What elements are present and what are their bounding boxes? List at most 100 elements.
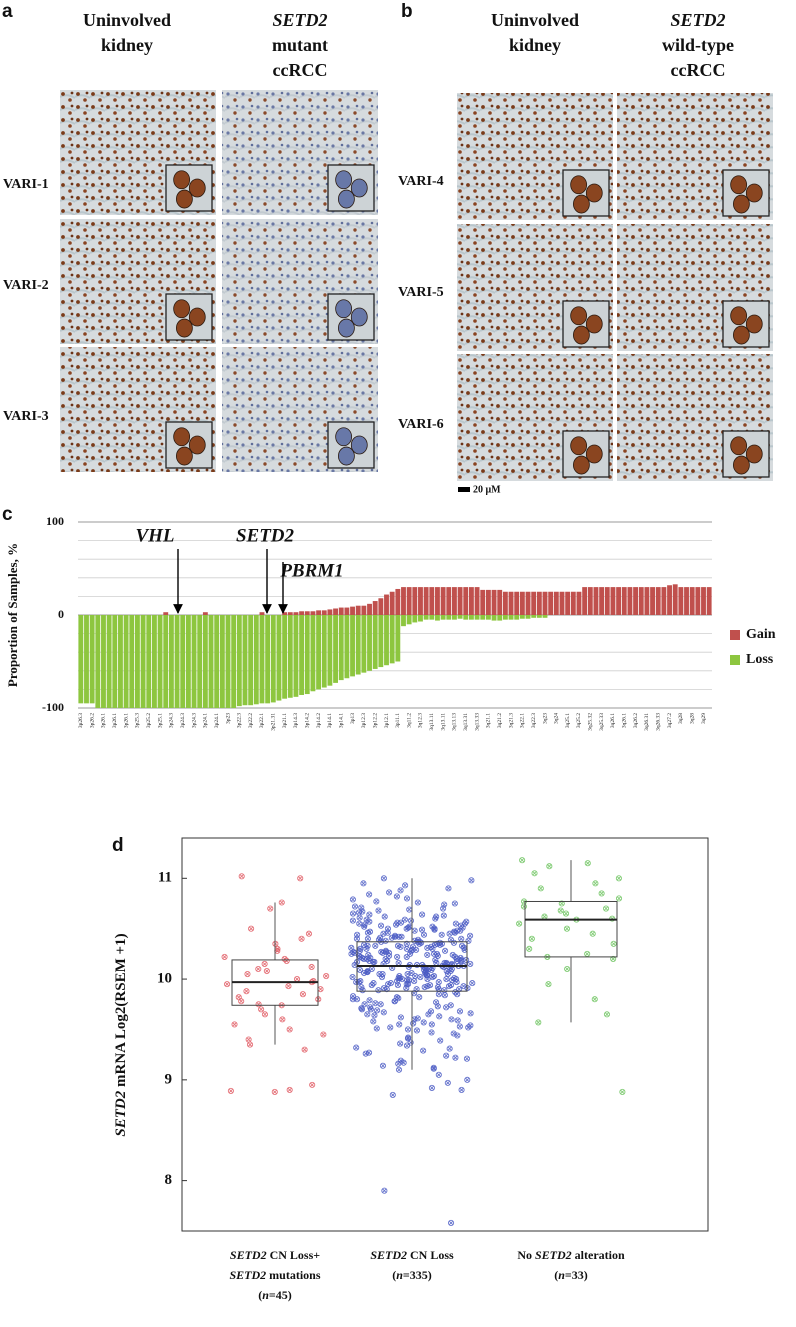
- data-point: [432, 915, 439, 922]
- x-tick-label: 3p24.3: [169, 713, 175, 728]
- data-point: [451, 900, 458, 907]
- bar: [497, 589, 503, 615]
- text-run: SETD2: [670, 10, 725, 30]
- data-point: [381, 913, 388, 920]
- y-tick-label: -100: [42, 700, 64, 714]
- bar: [293, 615, 299, 697]
- data-point: [286, 1026, 293, 1033]
- data-point: [469, 980, 476, 987]
- x-tick-label: 3q25.2: [576, 713, 582, 728]
- data-point: [468, 877, 475, 884]
- data-point: [404, 1026, 412, 1033]
- bar: [650, 587, 655, 615]
- bar: [361, 615, 367, 673]
- data-point: [356, 947, 363, 954]
- data-point: [367, 1006, 374, 1013]
- bar: [299, 611, 305, 615]
- data-point: [465, 1024, 472, 1031]
- row-label: VARI-6: [398, 417, 444, 432]
- x-tick-label: 3q22.1: [520, 713, 526, 728]
- column-header: ccRCC: [273, 60, 328, 80]
- bar: [327, 615, 333, 686]
- data-point: [458, 957, 465, 964]
- data-point: [258, 1006, 265, 1013]
- bar: [446, 587, 452, 615]
- data-point: [403, 953, 410, 960]
- bar: [463, 587, 469, 615]
- data-point: [396, 1021, 403, 1028]
- text-run: mRNA Log2(RSEM +1): [113, 933, 129, 1090]
- x-tick-label: 3p14.1: [327, 713, 333, 728]
- data-point: [299, 991, 306, 998]
- data-point: [380, 985, 387, 992]
- data-point: [248, 925, 255, 932]
- bar: [333, 615, 338, 683]
- x-tick-label: 3q27.2: [667, 713, 673, 728]
- x-tick-label: (n=335): [392, 1268, 432, 1282]
- bar: [485, 615, 491, 620]
- annotation: PBRM1: [279, 560, 343, 581]
- text-run: n: [262, 1288, 269, 1302]
- bar: [140, 615, 146, 708]
- data-point: [427, 1008, 435, 1015]
- bar: [344, 607, 350, 615]
- x-tick-label: No SETD2 alteration: [517, 1248, 625, 1262]
- data-point: [454, 927, 461, 934]
- data-point: [364, 935, 371, 942]
- bar: [536, 615, 542, 618]
- y-tick-label: 10: [157, 971, 172, 987]
- data-point: [440, 905, 447, 912]
- bar: [519, 591, 525, 615]
- data-point: [467, 932, 474, 939]
- bar: [423, 587, 429, 615]
- bar: [344, 615, 350, 679]
- x-tick-label: 3p26.3: [78, 713, 84, 728]
- inset-nucleus: [175, 446, 193, 466]
- bar: [253, 615, 259, 705]
- bar: [95, 615, 101, 708]
- data-point: [464, 1076, 471, 1083]
- plot-frame: [181, 837, 709, 1232]
- bar: [604, 587, 610, 615]
- bar: [468, 615, 474, 620]
- data-point: [391, 998, 398, 1005]
- x-tick-label: 3q26.2: [633, 713, 639, 728]
- row-label: VARI-5: [398, 285, 444, 300]
- data-point: [373, 1025, 380, 1032]
- data-point: [557, 907, 564, 914]
- data-point: [589, 930, 596, 937]
- bar: [310, 611, 316, 615]
- bar: [406, 615, 412, 625]
- x-tick-label: 3p26.1: [112, 713, 118, 728]
- data-point: [358, 1006, 366, 1013]
- bar: [423, 615, 429, 620]
- x-tick-label: 3p26.1: [123, 713, 129, 728]
- text-run: Uninvolved: [83, 10, 171, 30]
- data-point: [297, 875, 304, 882]
- data-point: [349, 996, 356, 1003]
- data-point: [456, 1023, 463, 1030]
- bar: [123, 615, 129, 708]
- bar: [78, 615, 84, 704]
- data-point: [278, 899, 285, 906]
- data-point: [398, 933, 405, 940]
- text-run: SETD2: [113, 1090, 129, 1136]
- text-run: No: [517, 1248, 535, 1262]
- bar: [559, 591, 565, 615]
- bar: [706, 587, 712, 615]
- bar: [378, 598, 384, 615]
- bar: [185, 615, 191, 708]
- bar: [452, 587, 457, 615]
- bar: [525, 615, 531, 619]
- bar: [418, 587, 423, 615]
- text-run: ccRCC: [671, 60, 726, 80]
- bar: [429, 587, 435, 615]
- data-point: [416, 994, 423, 1001]
- data-point: [418, 926, 426, 933]
- bar: [497, 615, 503, 621]
- data-point: [546, 863, 553, 870]
- data-point: [564, 966, 571, 972]
- data-point: [467, 960, 474, 967]
- text-run: n: [558, 1268, 565, 1282]
- data-point: [452, 920, 459, 927]
